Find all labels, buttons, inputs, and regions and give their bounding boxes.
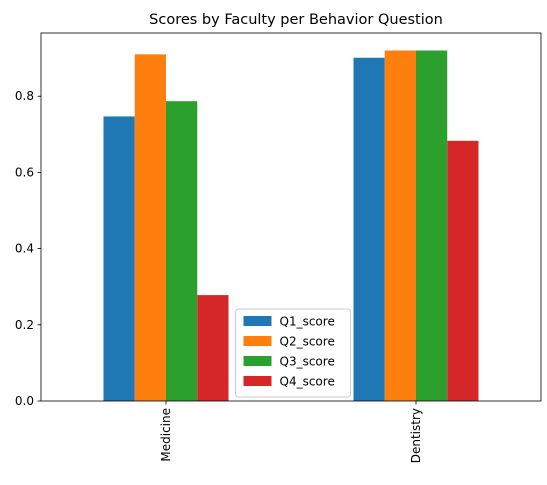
y-tick-label: 0.8 bbox=[15, 89, 34, 103]
y-axis: 0.0 0.2 0.4 0.6 0.8 bbox=[15, 89, 41, 408]
legend-label-Q1_score: Q1_score bbox=[280, 315, 335, 329]
bar-Q3_score-Medicine bbox=[166, 101, 198, 401]
bar-Q1_score-Dentistry bbox=[353, 57, 385, 401]
legend: Q1_score Q2_score Q3_score Q4_score bbox=[235, 308, 351, 398]
legend-swatch-Q2_score bbox=[243, 336, 272, 346]
legend-box bbox=[235, 308, 351, 398]
legend-label-Q3_score: Q3_score bbox=[280, 355, 335, 369]
legend-label-Q4_score: Q4_score bbox=[280, 375, 335, 389]
bar-Q4_score-Dentistry bbox=[447, 140, 479, 401]
bar-Q4_score-Medicine bbox=[197, 295, 229, 401]
plot-area bbox=[40, 32, 542, 402]
bar-Q2_score-Dentistry bbox=[384, 50, 416, 402]
legend-swatch-Q1_score bbox=[243, 316, 272, 326]
x-tick-label-dentistry: Dentistry bbox=[409, 408, 423, 463]
axes-frame bbox=[40, 32, 542, 402]
y-tick-label: 0.0 bbox=[15, 394, 34, 408]
chart-title: Scores by Faculty per Behavior Question bbox=[149, 12, 443, 28]
bar-Q2_score-Medicine bbox=[134, 54, 166, 401]
y-tick-label: 0.2 bbox=[15, 318, 34, 332]
x-axis: Medicine Dentistry bbox=[159, 401, 423, 463]
legend-label-Q2_score: Q2_score bbox=[280, 335, 335, 349]
bar-Q1_score-Medicine bbox=[103, 116, 135, 402]
legend-swatch-Q3_score bbox=[243, 356, 272, 366]
bar-Q3_score-Dentistry bbox=[416, 50, 448, 402]
x-tick-label-medicine: Medicine bbox=[159, 408, 173, 462]
legend-swatch-Q4_score bbox=[243, 376, 272, 386]
y-tick-label: 0.4 bbox=[15, 242, 34, 256]
y-tick-label: 0.6 bbox=[15, 165, 34, 179]
